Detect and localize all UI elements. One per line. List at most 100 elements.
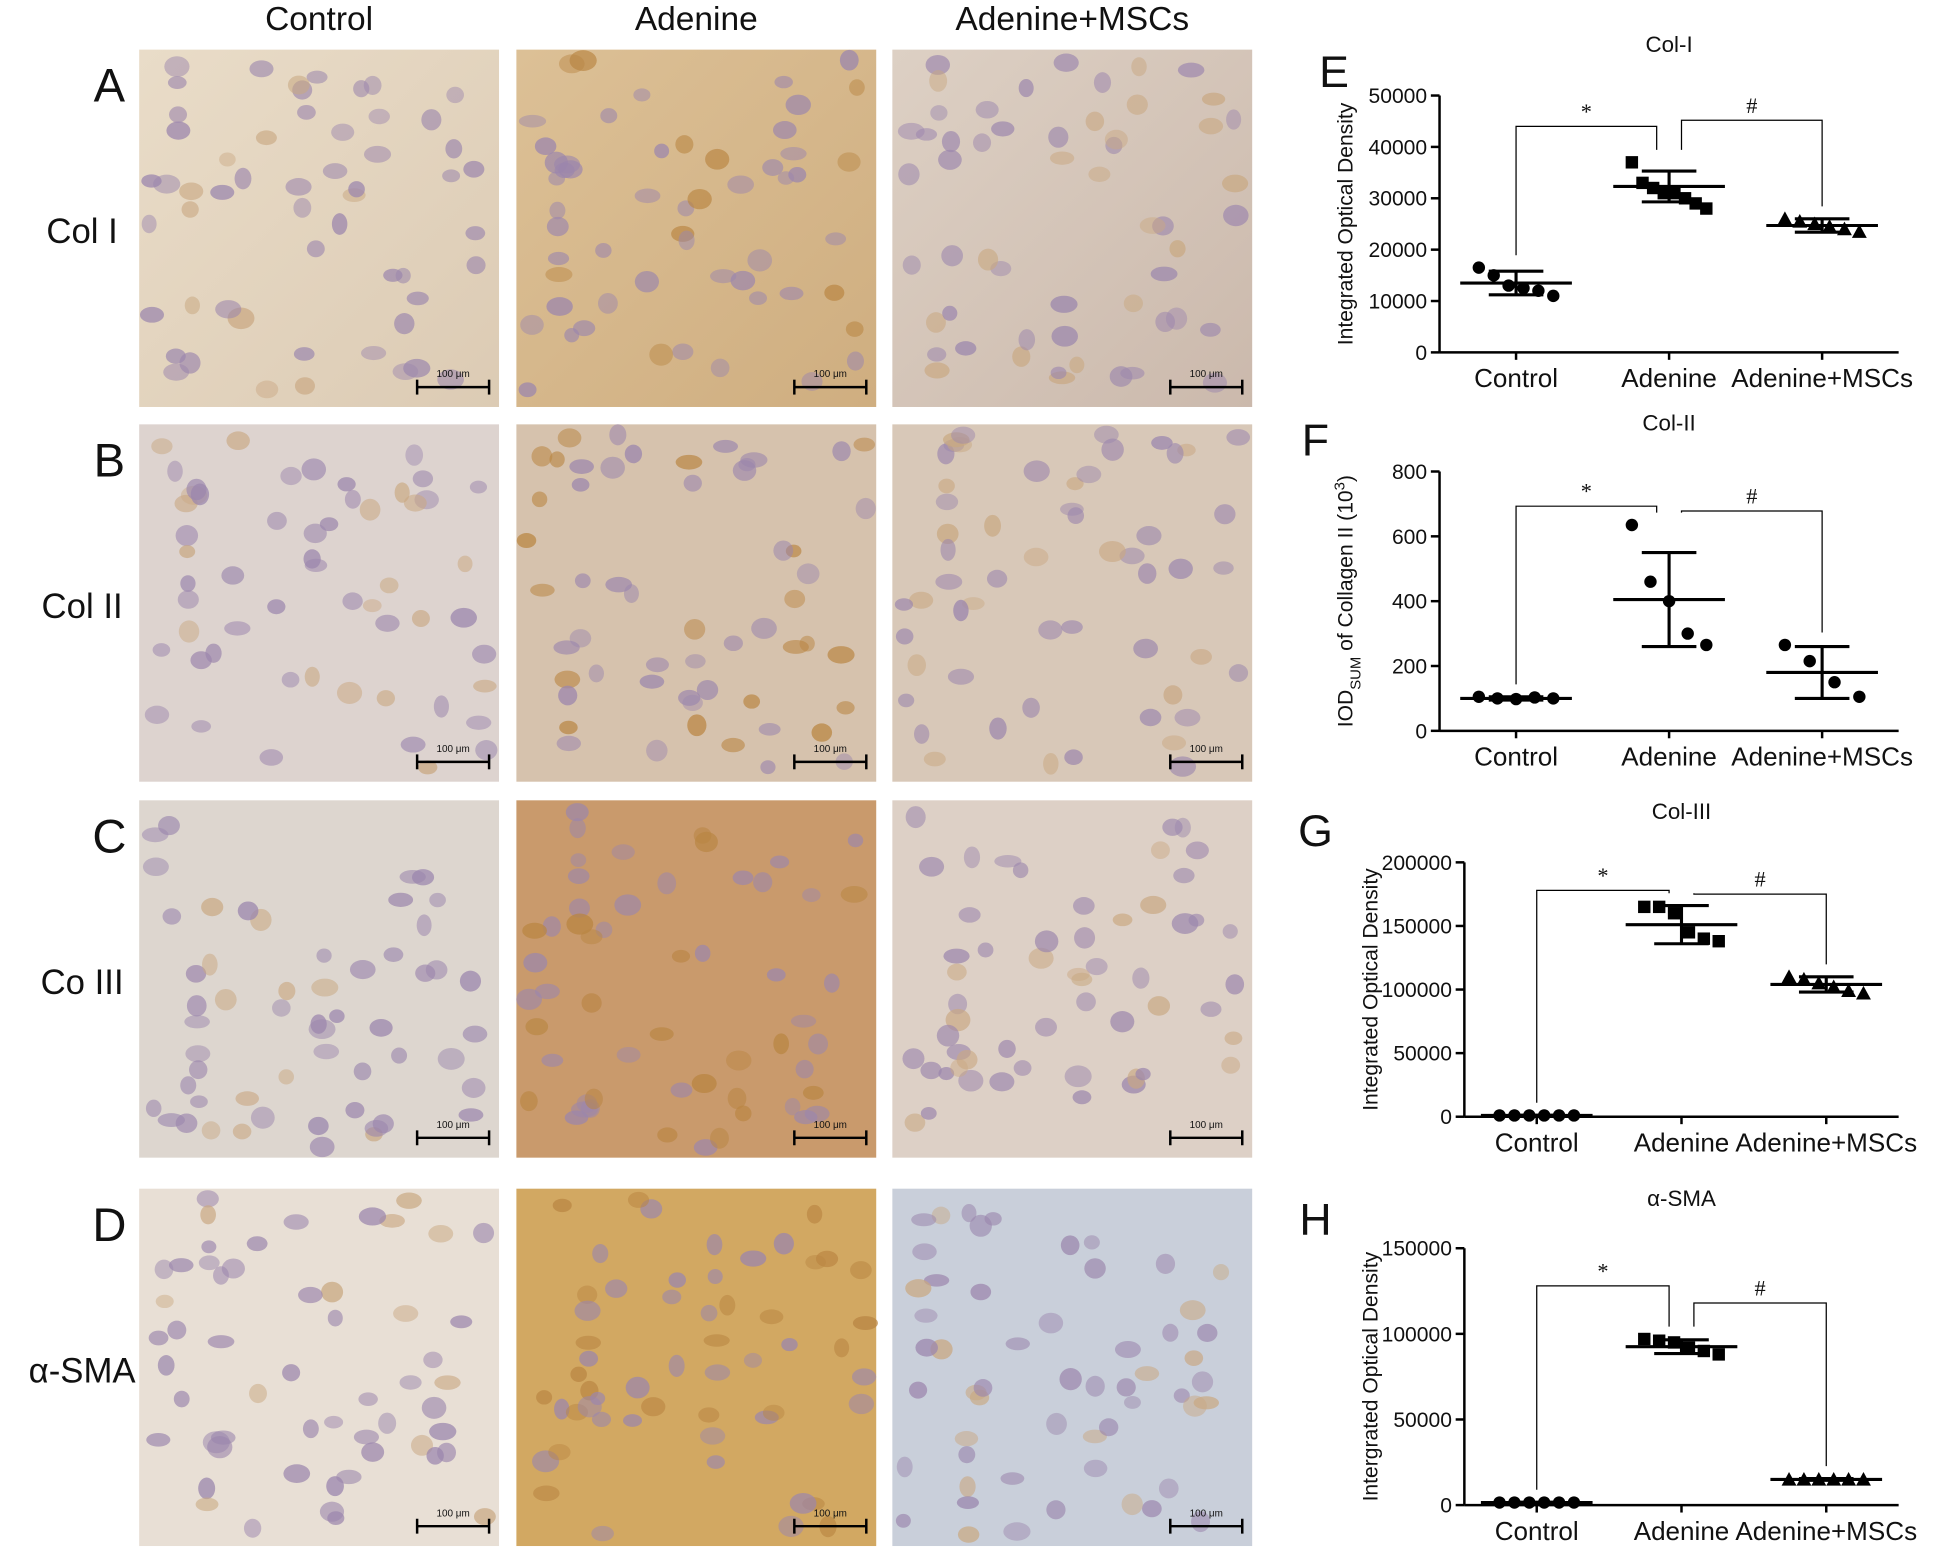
cell-nucleus [840, 885, 868, 903]
cell-nucleus [1013, 1060, 1032, 1076]
panel-letter: G [1298, 807, 1333, 856]
cell-nucleus [1076, 465, 1102, 484]
cell-nucleus [735, 1105, 752, 1122]
cell-nucleus [1093, 72, 1112, 93]
cell-nucleus [1158, 1478, 1179, 1499]
cell-nucleus [349, 959, 376, 980]
cell-nucleus [1190, 648, 1212, 665]
cell-nucleus [895, 628, 914, 645]
cell-nucleus [259, 749, 284, 766]
error-bar [1654, 1338, 1709, 1356]
cell-nucleus [588, 664, 605, 683]
cell-nucleus [963, 846, 981, 869]
cell-nucleus [154, 1259, 174, 1280]
y-axis-label-part: 3 [1333, 482, 1349, 490]
cell-nucleus [1067, 967, 1090, 981]
cell-nucleus [574, 1300, 601, 1321]
cell-nucleus [719, 1294, 736, 1316]
cell-nucleus [600, 456, 625, 479]
cell-nucleus [157, 1355, 175, 1376]
cell-nucleus [1012, 346, 1031, 367]
data-point [1700, 202, 1713, 215]
cell-nucleus [941, 131, 961, 153]
cell-nucleus [399, 870, 426, 884]
significance-label: * [1597, 863, 1608, 888]
cell-nucleus [1000, 1472, 1025, 1485]
cell-nucleus [190, 651, 212, 670]
data-point [1778, 638, 1792, 652]
cell-nucleus [972, 133, 992, 152]
chart-title: α-SMA [1647, 1186, 1716, 1211]
cell-nucleus [215, 300, 242, 319]
cell-nucleus [546, 216, 569, 237]
cell-nucleus [1050, 366, 1067, 380]
cell-nucleus [547, 251, 570, 266]
cell-nucleus [1135, 1067, 1151, 1081]
y-axis-label: Intergrated Optical Density [1360, 1251, 1383, 1501]
cell-nucleus [751, 617, 777, 639]
cell-nucleus [1184, 1350, 1204, 1366]
cell-nucleus [953, 599, 969, 622]
cell-nucleus [749, 291, 768, 306]
cell-nucleus [234, 167, 252, 190]
data-point [1796, 971, 1812, 986]
cell-nucleus [428, 1225, 454, 1243]
cell-nucleus [986, 569, 1008, 588]
cell-nucleus [336, 1469, 362, 1485]
cell-nucleus [1076, 992, 1096, 1012]
micrograph [516, 49, 877, 407]
cell-nucleus [1221, 1056, 1241, 1074]
cell-nucleus [533, 1485, 560, 1502]
cell-nucleus [795, 1059, 814, 1079]
cell-nucleus [319, 517, 339, 532]
cell-nucleus [186, 995, 207, 1017]
cell-nucleus [287, 75, 310, 95]
significance-label: * [1581, 99, 1592, 124]
cell-nucleus [353, 1429, 380, 1445]
cell-nucleus [721, 737, 745, 753]
cell-nucleus [202, 953, 218, 976]
cell-nucleus [1225, 974, 1245, 995]
cell-nucleus [954, 1431, 979, 1447]
y-tick-label: 200000 [1382, 852, 1452, 875]
cell-nucleus [654, 143, 670, 159]
cell-nucleus [472, 644, 497, 664]
cell-nucleus [475, 740, 498, 761]
cell-nucleus [200, 1205, 216, 1225]
cell-nucleus [1136, 526, 1162, 546]
cell-nucleus [1214, 504, 1236, 525]
cell-nucleus [459, 970, 482, 992]
cell-nucleus [369, 1018, 393, 1037]
cell-nucleus [1139, 708, 1162, 727]
cell-nucleus [1043, 752, 1059, 775]
cell-nucleus [796, 563, 820, 585]
cell-nucleus [141, 214, 157, 234]
cell-nucleus [298, 1286, 323, 1304]
cell-nucleus [646, 739, 668, 762]
row-label: Col I [46, 213, 117, 251]
cell-nucleus [815, 1250, 839, 1268]
cell-nucleus [255, 130, 277, 146]
cell-nucleus [1228, 664, 1249, 682]
data-point [1853, 690, 1866, 703]
cell-nucleus [973, 1379, 993, 1397]
cell-nucleus [141, 174, 162, 188]
panel-letter: B [94, 433, 125, 486]
cell-nucleus [567, 868, 590, 884]
cell-nucleus [927, 347, 947, 362]
cell-nucleus [853, 437, 876, 452]
cell-nucleus [462, 1025, 488, 1043]
cell-nucleus [977, 942, 994, 958]
panel-letter: E [1319, 48, 1349, 97]
significance-bracket [1680, 119, 1823, 207]
cell-nucleus [614, 894, 642, 916]
cell-nucleus [774, 75, 793, 89]
cell-nucleus [730, 270, 756, 291]
cell-nucleus [904, 1113, 926, 1132]
y-tick-label: 50000 [1393, 1409, 1452, 1432]
cell-nucleus [243, 1518, 262, 1538]
cell-nucleus [429, 892, 446, 908]
cell-nucleus [426, 1446, 444, 1465]
cell-nucleus [1083, 1459, 1108, 1478]
error-bar [1509, 1500, 1565, 1505]
